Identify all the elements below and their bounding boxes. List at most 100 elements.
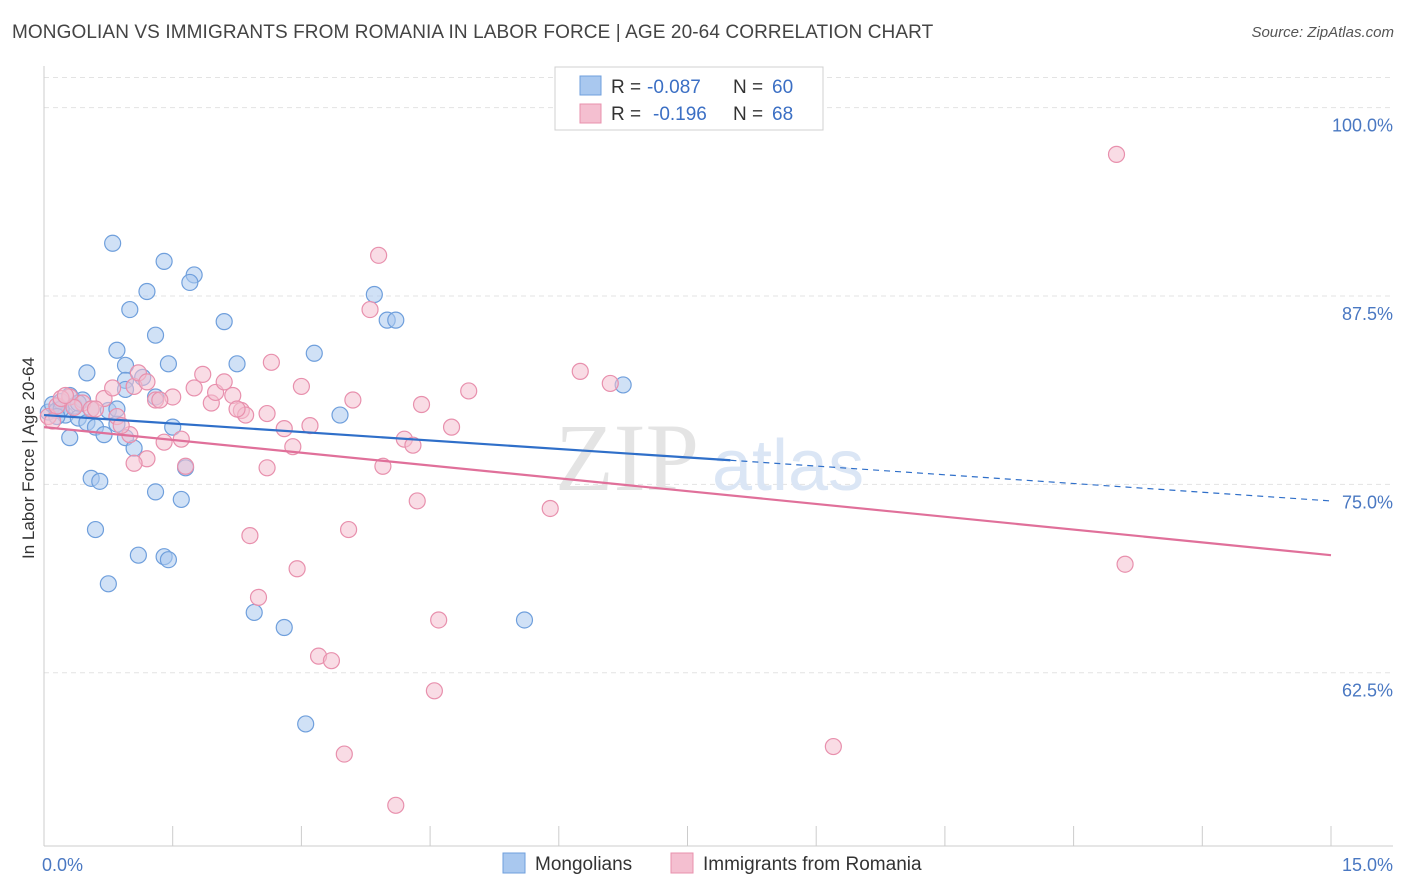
romania-point-26 [176, 457, 195, 475]
mongolians-point-48 [275, 618, 293, 637]
gridlines [44, 77, 1393, 674]
data-points [39, 145, 1134, 814]
legend-swatch-blue [579, 75, 602, 96]
mongolians-point-47 [245, 603, 263, 622]
romania-point-31 [262, 353, 280, 371]
y-tick-labels: 100.0% 87.5% 75.0% 62.5% [1332, 116, 1393, 701]
mongolians-point-56 [515, 611, 534, 629]
mongolians-point-26 [108, 341, 126, 359]
romania-point-29 [258, 404, 276, 423]
series-legend-label-romania: Immigrants from Romania [703, 854, 922, 875]
correlation-legend: R = -0.087 N = 60 R = -0.196 N = 68 [554, 66, 824, 131]
x-tick-labels: 0.0% 15.0% [42, 855, 1393, 875]
y-axis-label: In Labor Force | Age 20-64 [19, 357, 38, 559]
romania-point-30 [258, 459, 276, 477]
mongolians-point-54 [331, 406, 349, 424]
romania-point-65 [344, 391, 362, 409]
romania-point-46 [408, 492, 426, 510]
mongolians-point-43 [129, 546, 147, 564]
mongolians-point-50 [365, 285, 383, 304]
mongolians-point-45 [159, 551, 178, 569]
trend-lines [43, 413, 1332, 557]
romania-point-41 [370, 246, 388, 264]
mongolians-point-40 [146, 483, 165, 501]
source-label: Source: ZipAtlas.com [1251, 24, 1394, 41]
y-tick-label-1: 87.5% [1342, 304, 1393, 324]
mongolians-point-11 [61, 429, 79, 447]
romania-point-32 [275, 420, 293, 438]
romania-point-42 [361, 300, 379, 319]
romania-point-27 [241, 526, 259, 545]
romania-point-64 [228, 400, 246, 418]
romania-point-40 [335, 745, 353, 763]
romania-point-38 [322, 652, 341, 670]
romania-point-9 [138, 373, 156, 391]
legend-n-label-pink: N = [733, 104, 763, 125]
series-legend-swatch-mongolians [502, 852, 526, 874]
mongolians-point-23 [121, 300, 139, 319]
romania-trend-line [43, 426, 1332, 557]
legend-n-value-pink: 68 [772, 104, 793, 125]
watermark-atlas: atlas [712, 426, 864, 506]
romania-point-57 [1116, 555, 1134, 573]
mongolians-point-49 [297, 715, 315, 733]
mongolians-point-27 [159, 355, 178, 373]
mongolians-point-46 [99, 575, 117, 593]
x-tick-label-1: 15.0% [1342, 855, 1393, 875]
series-legend-label-mongolians: Mongolians [535, 854, 632, 875]
mongolians-point-24 [215, 313, 233, 331]
romania-point-66 [56, 386, 75, 405]
mongolians-point-30 [78, 364, 96, 382]
x-tick-label-0: 0.0% [42, 855, 83, 875]
romania-point-22 [112, 417, 130, 435]
mongolians-trend-extension [730, 459, 1332, 502]
legend-n-label-blue: N = [733, 77, 763, 98]
romania-point-34 [288, 560, 306, 578]
romania-point-28 [249, 588, 268, 606]
mongolians-point-25 [146, 326, 165, 344]
mongolians-point-42 [86, 520, 105, 539]
chart-title: MONGOLIAN VS IMMIGRANTS FROM ROMANIA IN … [12, 22, 934, 43]
watermark: ZIP atlas [555, 404, 864, 511]
mongolians-point-41 [172, 490, 190, 509]
legend-r-label-pink: R = [611, 104, 641, 125]
series-legend-swatch-romania [670, 852, 694, 874]
romania-point-67 [43, 412, 62, 430]
legend-swatch-pink [579, 103, 602, 124]
romania-point-47 [412, 395, 431, 414]
romania-point-51 [460, 382, 478, 400]
romania-point-60 [65, 398, 83, 417]
y-tick-label-2: 75.0% [1342, 492, 1393, 512]
mongolians-point-18 [104, 234, 122, 252]
romania-point-50 [442, 418, 461, 436]
romania-point-53 [571, 362, 589, 380]
romania-point-49 [430, 611, 448, 629]
romania-point-25 [155, 433, 173, 451]
mongolians-point-53 [305, 344, 323, 362]
romania-point-39 [339, 520, 358, 539]
y-tick-label-0: 100.0% [1332, 116, 1393, 136]
romania-point-13 [185, 379, 203, 397]
legend-r-label-blue: R = [611, 77, 641, 98]
romania-point-55 [824, 737, 842, 756]
legend-r-value-pink: -0.196 [653, 104, 707, 125]
legend-n-value-blue: 60 [772, 77, 793, 98]
mongolians-point-21 [181, 273, 199, 292]
mongolians-point-52 [387, 311, 405, 329]
romania-point-14 [194, 365, 212, 383]
romania-point-63 [151, 391, 169, 409]
mongolians-point-19 [155, 252, 173, 270]
series-legend: Mongolians Immigrants from Romania [502, 852, 922, 875]
axes [43, 66, 1393, 847]
mongolians-trend-line [43, 413, 731, 462]
romania-point-54 [601, 374, 619, 393]
romania-point-45 [404, 436, 422, 454]
romania-point-61 [86, 400, 105, 418]
romania-point-52 [541, 499, 559, 518]
legend-r-value-blue: -0.087 [647, 77, 701, 98]
romania-point-24 [125, 454, 143, 472]
romania-point-56 [1107, 145, 1126, 163]
mongolians-point-28 [228, 355, 246, 373]
romania-point-48 [425, 682, 443, 700]
